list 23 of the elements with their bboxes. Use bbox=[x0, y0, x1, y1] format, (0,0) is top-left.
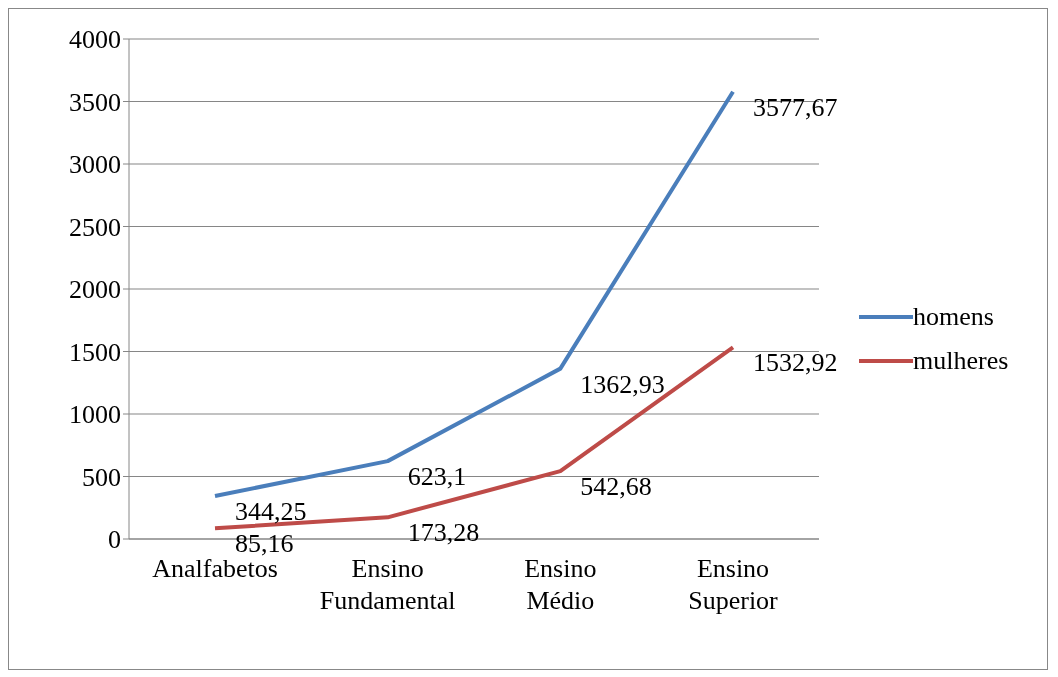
y-tick-label: 4000 bbox=[69, 25, 121, 55]
legend-label: mulheres bbox=[913, 346, 1009, 376]
y-tick-label: 1000 bbox=[69, 400, 121, 430]
data-label: 85,16 bbox=[235, 529, 294, 559]
data-label: 1532,92 bbox=[753, 348, 838, 378]
y-tick-label: 0 bbox=[108, 525, 121, 555]
y-tick-label: 1500 bbox=[69, 337, 121, 367]
data-label: 344,25 bbox=[235, 496, 307, 526]
y-tick-label: 2000 bbox=[69, 275, 121, 305]
x-tick-label: Ensino Médio bbox=[524, 554, 597, 615]
data-label: 1362,93 bbox=[580, 369, 665, 399]
line-series bbox=[213, 89, 735, 498]
data-label: 173,28 bbox=[407, 518, 480, 548]
x-tick-label: Ensino Fundamental bbox=[319, 554, 456, 615]
y-tick-label: 2500 bbox=[69, 212, 121, 242]
legend-label: homens bbox=[913, 302, 994, 332]
y-tick-label: 3500 bbox=[69, 87, 121, 117]
data-label: 3577,67 bbox=[753, 92, 838, 122]
y-tick-label: 500 bbox=[82, 462, 121, 492]
x-tick-label: Ensino Superior bbox=[688, 554, 779, 615]
data-label: 542,68 bbox=[580, 472, 652, 502]
y-tick-label: 3000 bbox=[69, 150, 121, 180]
data-label: 623,1 bbox=[407, 462, 467, 492]
